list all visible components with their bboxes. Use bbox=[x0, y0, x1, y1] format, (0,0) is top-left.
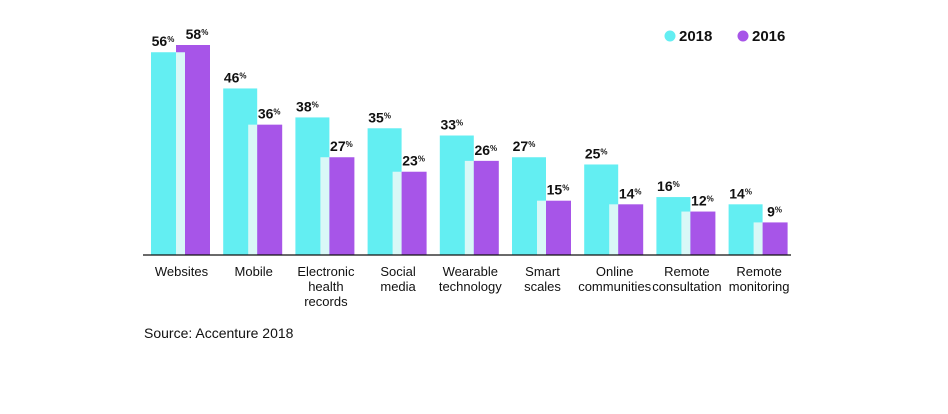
data-label-2016: 9% bbox=[767, 203, 782, 219]
data-label-2018: 16% bbox=[657, 178, 680, 194]
data-label-2018: 38% bbox=[296, 98, 319, 114]
data-label-2018: 56% bbox=[152, 33, 175, 49]
data-label-2018: 35% bbox=[368, 109, 391, 125]
bar-2016 bbox=[762, 222, 788, 255]
category-label: Online communities bbox=[578, 264, 651, 294]
data-label-2018: 33% bbox=[440, 117, 463, 133]
category-label: Remote consultation bbox=[652, 264, 721, 294]
legend-label: 2018 bbox=[679, 28, 712, 45]
bar-overlap bbox=[681, 211, 691, 255]
legend-swatch bbox=[664, 30, 676, 42]
bar-overlap bbox=[753, 222, 763, 255]
labels-layer: 56% 58% Websites 46% 36% Mobile 38% 27% Electron… bbox=[152, 26, 790, 309]
category-label: Remote monitoring bbox=[729, 264, 790, 294]
bar-2016 bbox=[185, 45, 210, 255]
category-label: Mobile bbox=[235, 264, 273, 279]
data-label-2016: 23% bbox=[402, 153, 425, 169]
data-label-2016: 12% bbox=[691, 193, 714, 209]
data-label-2016: 26% bbox=[474, 142, 497, 158]
data-label-2018: 25% bbox=[585, 145, 608, 161]
data-label-2018: 14% bbox=[729, 185, 752, 201]
data-label-2016: 14% bbox=[619, 185, 642, 201]
bar-overlap bbox=[176, 52, 185, 255]
source-note: Source: Accenture 2018 bbox=[144, 325, 294, 341]
category-label: Electronic health records bbox=[297, 264, 355, 309]
category-label: Smart scales bbox=[524, 264, 561, 294]
category-label: Wearable technology bbox=[439, 264, 502, 294]
bar-2016-top bbox=[176, 45, 185, 53]
bar-overlap bbox=[464, 160, 474, 255]
bar-2016 bbox=[329, 157, 355, 255]
bar-2016 bbox=[618, 204, 644, 255]
bar-overlap bbox=[320, 157, 330, 255]
bar-2016 bbox=[473, 160, 499, 255]
data-label-2016: 36% bbox=[258, 106, 281, 122]
bar-2016 bbox=[257, 124, 283, 255]
bar-overlap bbox=[609, 204, 619, 255]
legend-label: 2016 bbox=[752, 28, 785, 45]
legend: 2018 2016 bbox=[664, 28, 785, 45]
category-label: Social media bbox=[380, 264, 416, 294]
data-label-2018: 46% bbox=[224, 69, 247, 85]
data-label-2016: 27% bbox=[330, 138, 353, 154]
bar-overlap bbox=[392, 171, 402, 255]
data-label-2018: 27% bbox=[513, 138, 536, 154]
bar-overlap bbox=[537, 200, 546, 255]
bars-layer bbox=[151, 45, 788, 256]
data-label-2016: 15% bbox=[547, 182, 570, 198]
bar-2016 bbox=[690, 211, 716, 255]
legend-swatch bbox=[737, 30, 749, 42]
bar-overlap bbox=[248, 124, 258, 255]
data-label-2016: 58% bbox=[186, 26, 209, 42]
bar-2016 bbox=[401, 171, 427, 255]
bar-2016 bbox=[546, 200, 571, 255]
category-label: Websites bbox=[155, 264, 209, 279]
